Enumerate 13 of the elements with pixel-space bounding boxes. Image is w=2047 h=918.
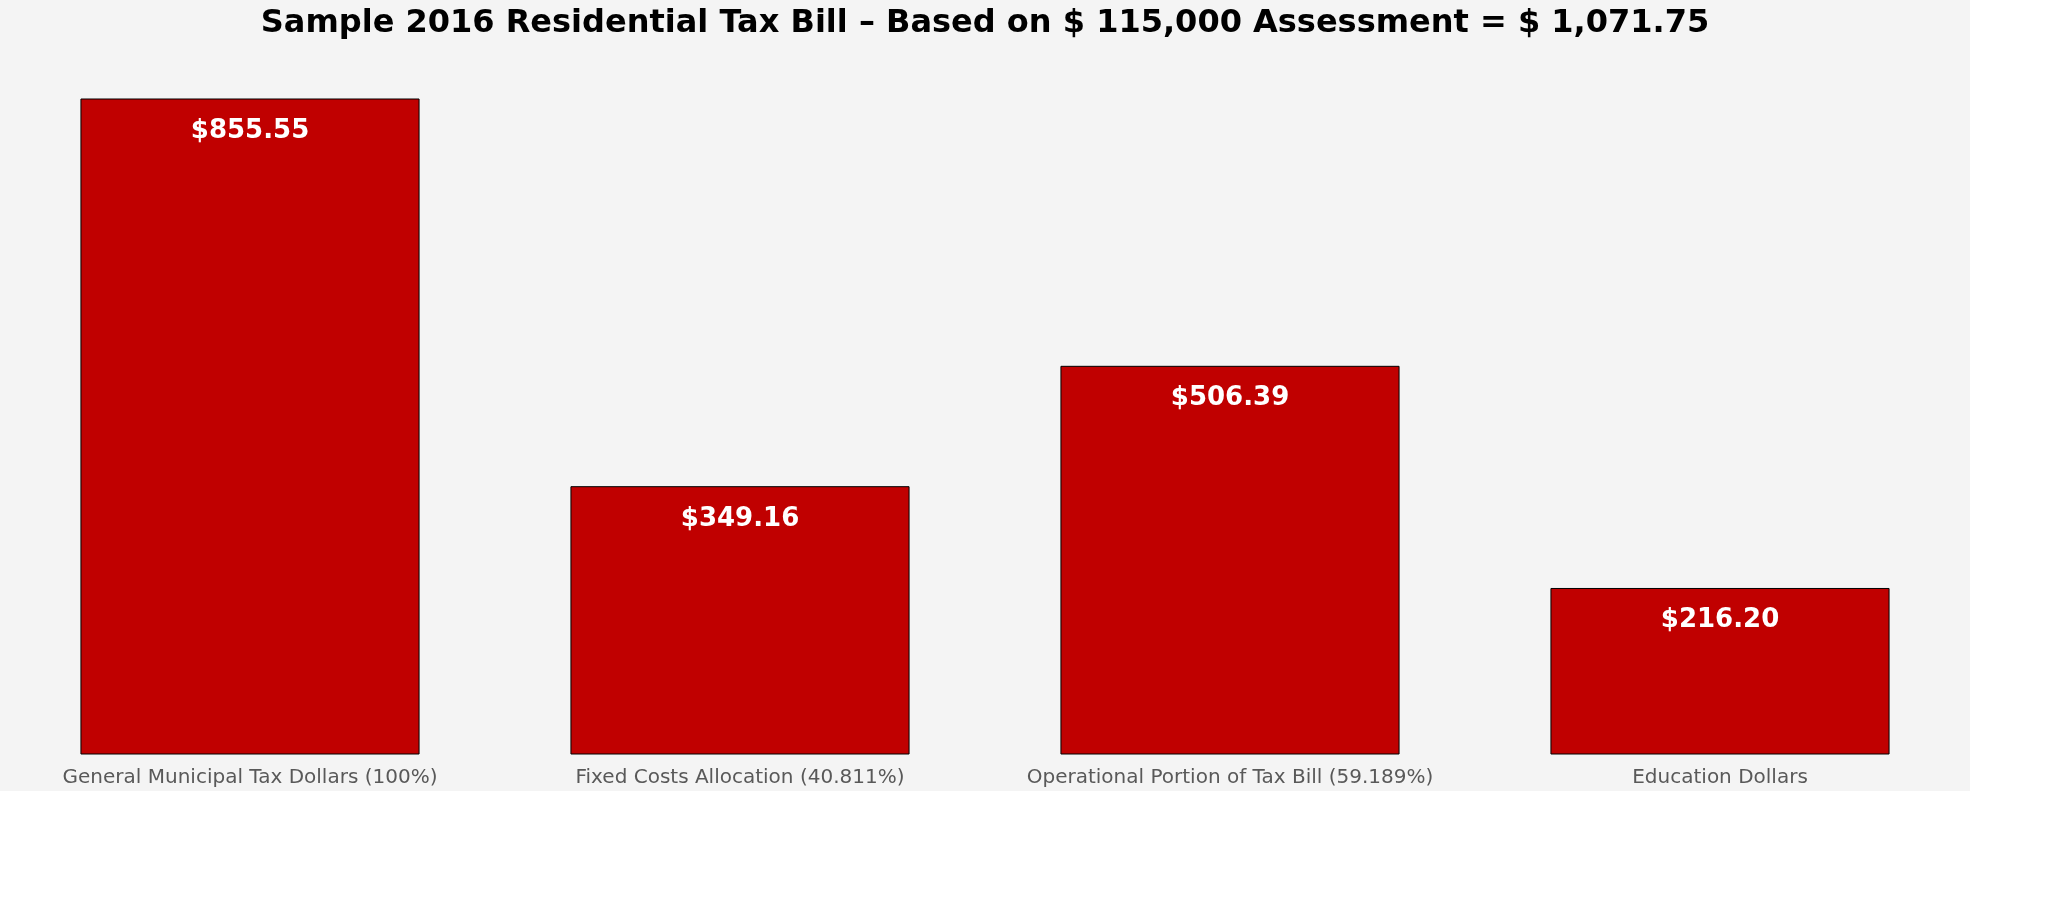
data-label: $506.39 (1170, 381, 1290, 412)
x-tick-label: Fixed Costs Allocation (40.811%) (575, 763, 905, 788)
chart-title: Sample 2016 Residential Tax Bill – Based on $ 115,000 Assessment = $ 1,071.75 (260, 1, 1710, 40)
bar (1060, 365, 1400, 755)
data-label: $216.20 (1660, 603, 1780, 634)
x-tick-label: Education Dollars (1632, 763, 1808, 788)
data-label: $349.16 (680, 501, 800, 532)
bar (80, 98, 420, 755)
bar (1550, 587, 1890, 755)
x-tick-label: General Municipal Tax Dollars (100%) (62, 763, 438, 788)
data-label: $855.55 (190, 114, 310, 144)
bar (570, 486, 910, 755)
x-tick-label: Operational Portion of Tax Bill (59.189%) (1026, 763, 1434, 788)
